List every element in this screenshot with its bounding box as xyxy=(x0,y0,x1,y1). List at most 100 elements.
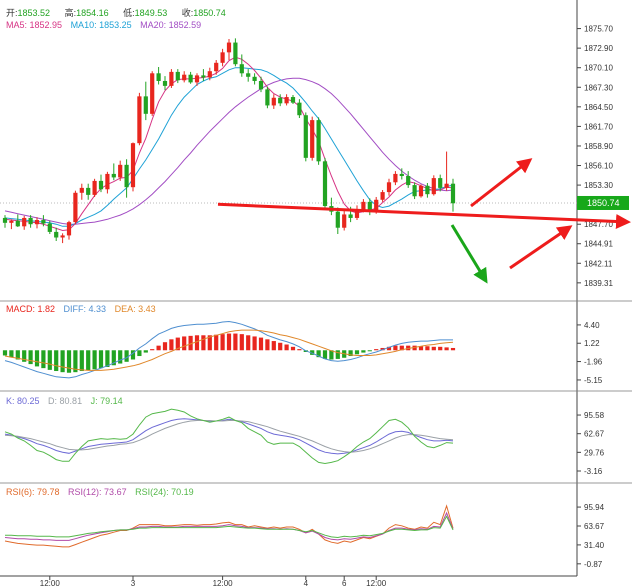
candle-up xyxy=(271,97,276,106)
y-tick-label: 1842.11 xyxy=(584,259,613,268)
support-arrow-line xyxy=(217,202,631,229)
macd-bar-positive xyxy=(265,339,270,351)
upward-arrow xyxy=(470,158,533,208)
y-tick-label: 1858.90 xyxy=(584,142,613,151)
y-tick-label: 1.22 xyxy=(584,339,600,348)
candle-up xyxy=(393,173,398,183)
macd-bar-negative xyxy=(105,350,110,367)
y-tick-label: -3.16 xyxy=(584,467,603,476)
y-tick-label: -0.87 xyxy=(584,560,603,569)
close-label: 收: xyxy=(181,8,194,18)
rsi24-line xyxy=(5,515,454,539)
candle-down xyxy=(143,96,148,114)
macd-bar-positive xyxy=(406,345,411,351)
kdj-legend-k: K: 80.25 xyxy=(6,396,40,406)
y-tick-label: 1864.50 xyxy=(584,103,613,112)
candle-up xyxy=(220,52,225,63)
macd-bar-positive xyxy=(386,346,392,351)
macd-bar-negative xyxy=(322,350,328,359)
macd-bar-negative xyxy=(34,350,40,367)
macd-bar-positive xyxy=(284,344,289,351)
y-tick-label: 4.40 xyxy=(584,321,600,330)
candle-up xyxy=(79,187,84,193)
low-label: 低: xyxy=(123,8,135,18)
macd-bar-negative xyxy=(22,350,27,362)
macd-bar-positive xyxy=(188,335,193,351)
macd-bar-negative xyxy=(73,350,78,373)
macd-bar-positive xyxy=(374,349,379,351)
macd-bar-positive xyxy=(226,333,232,351)
macd-bar-negative xyxy=(47,350,52,370)
macd-bar-negative xyxy=(329,350,334,360)
kdj-j-line xyxy=(4,408,454,465)
kdj-d-line xyxy=(4,420,454,453)
candle-down xyxy=(450,183,456,204)
candle-down xyxy=(348,214,353,218)
candle-down xyxy=(28,217,33,225)
ma20-legend: MA20: 1852.59 xyxy=(140,20,202,30)
macd-bar-negative xyxy=(354,350,360,355)
candle-down xyxy=(54,231,59,238)
candle-up xyxy=(418,185,424,197)
macd-bar-positive xyxy=(278,342,283,351)
candle-up xyxy=(22,217,27,227)
candle-down xyxy=(201,75,206,78)
macd-bar-positive xyxy=(246,335,251,351)
candle-up xyxy=(431,178,436,195)
candle-down xyxy=(47,223,52,232)
candle-up xyxy=(361,201,366,210)
ma20-line xyxy=(4,77,454,225)
candle-up xyxy=(105,173,110,190)
candle-up xyxy=(374,199,379,212)
macd-bar-negative xyxy=(86,350,91,371)
candle-down xyxy=(98,180,104,190)
macd-bar-negative xyxy=(15,350,20,360)
candle-up xyxy=(182,74,187,81)
macd-bar-negative xyxy=(335,350,340,359)
low-value: 1849.53 xyxy=(134,8,168,18)
candle-up xyxy=(169,71,174,86)
macd-bar-negative xyxy=(54,350,59,372)
y-tick-label: 62.67 xyxy=(584,430,605,439)
candle-up xyxy=(9,220,14,223)
macd-bar-negative xyxy=(111,350,116,366)
y-tick-label: 95.94 xyxy=(584,503,605,512)
macd-legend-dea: DEA: 3.43 xyxy=(114,304,156,314)
candle-down xyxy=(412,185,417,197)
macd-bar-positive xyxy=(239,334,244,351)
macd-bar-negative xyxy=(92,350,97,370)
candle-up xyxy=(66,222,72,236)
candle-down xyxy=(290,97,296,103)
macd-bar-negative xyxy=(2,350,8,356)
macd-bar-positive xyxy=(290,346,296,351)
candle-down xyxy=(86,187,91,195)
x-tick-label: 4 xyxy=(304,579,309,587)
candle-up xyxy=(342,214,347,228)
rebound-arrow xyxy=(509,225,573,270)
macd-bar-positive xyxy=(399,345,404,351)
macd-legend-macd: MACD: 1.82 xyxy=(6,304,56,314)
macd-bar-negative xyxy=(361,350,366,353)
x-tick-label: 12:00 xyxy=(366,579,387,587)
candle-up xyxy=(130,143,136,188)
candle-down xyxy=(175,71,180,81)
macd-bar-positive xyxy=(297,349,302,351)
candle-down xyxy=(438,178,443,188)
close-value: 1850.74 xyxy=(193,8,226,18)
x-tick-label: 6 xyxy=(342,579,347,587)
candle-down xyxy=(111,173,116,178)
macd-bar-positive xyxy=(431,346,436,351)
candle-up xyxy=(310,120,315,158)
candle-down xyxy=(278,97,283,104)
candle-down xyxy=(124,164,129,188)
macd-bar-negative xyxy=(66,350,72,373)
candle-down xyxy=(297,102,302,116)
macd-bar-positive xyxy=(182,336,187,351)
ohlc-legend: 开:1853.52 高:1854.16 低:1849.53 收:1850.74 xyxy=(6,6,238,19)
ma10-legend: MA10: 1853.25 xyxy=(70,20,132,30)
macd-bar-positive xyxy=(194,335,200,351)
macd-bar-positive xyxy=(444,347,449,351)
x-tick-label: 12:00 xyxy=(40,579,61,587)
x-tick-label: 3 xyxy=(131,579,136,587)
candle-down xyxy=(322,161,328,207)
